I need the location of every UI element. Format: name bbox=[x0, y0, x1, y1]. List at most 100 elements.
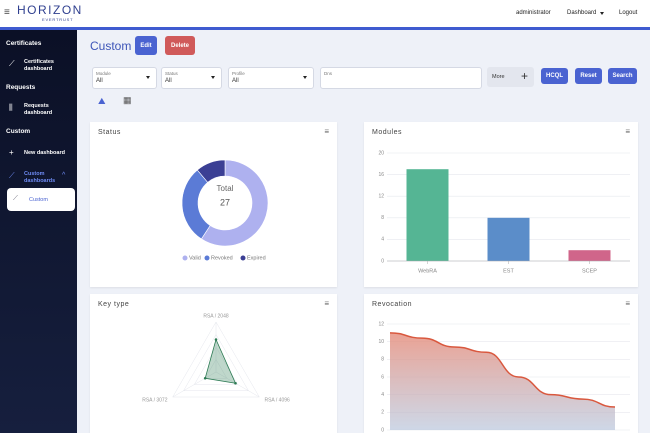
panel-title: Modules bbox=[372, 129, 402, 136]
hcql-button[interactable]: HCQL bbox=[541, 68, 568, 84]
y-tick-label: 8 bbox=[381, 215, 384, 221]
more-label: More bbox=[492, 74, 505, 80]
center-label: Total bbox=[217, 184, 234, 193]
section-title: Requests bbox=[6, 84, 36, 91]
y-tick-label: 12 bbox=[378, 321, 384, 327]
bar bbox=[406, 169, 449, 261]
y-tick-label: 12 bbox=[378, 194, 384, 200]
legend-label: Revoked bbox=[211, 255, 233, 261]
radar-grid bbox=[183, 333, 249, 391]
sidebar bbox=[0, 30, 77, 433]
y-tick-label: 4 bbox=[381, 392, 384, 398]
radar-axis bbox=[215, 371, 260, 398]
filter-label: Dns bbox=[324, 71, 333, 76]
axis-label: RSA / 2048 bbox=[203, 313, 229, 319]
y-tick-label: 6 bbox=[381, 374, 384, 380]
filter-label: Profile bbox=[232, 71, 245, 76]
section-title: Custom bbox=[6, 128, 31, 135]
filter[interactable]: Dns bbox=[320, 67, 482, 89]
logout[interactable]: Logout bbox=[619, 10, 638, 16]
icon: ⟋ bbox=[9, 59, 15, 68]
active-item[interactable] bbox=[7, 188, 75, 211]
icon: ⟋ bbox=[9, 171, 15, 180]
legend-swatch bbox=[240, 255, 246, 261]
panel-title: Key type bbox=[98, 301, 130, 308]
y-tick-label: 16 bbox=[378, 172, 384, 178]
axis-label: RSA / 3072 bbox=[142, 397, 168, 403]
chevron: ^ bbox=[62, 172, 66, 179]
page-title: Custom bbox=[90, 39, 132, 53]
logo: HORIZON bbox=[17, 3, 83, 17]
panel: Status ≡ bbox=[90, 122, 337, 287]
delete-button[interactable]: Delete bbox=[165, 36, 195, 55]
bar bbox=[487, 217, 530, 261]
search-button[interactable]: Search bbox=[608, 68, 637, 84]
x-tick-label: EST bbox=[503, 268, 514, 274]
user[interactable]: administrator bbox=[516, 10, 551, 16]
y-tick-label: 0 bbox=[381, 427, 384, 433]
icon: ⟋ bbox=[13, 195, 18, 202]
axis-label: RSA / 4096 bbox=[264, 397, 290, 403]
donut-slice bbox=[196, 159, 226, 183]
filter-label: Module bbox=[96, 71, 111, 76]
nav-subitem[interactable]: Custom bbox=[29, 197, 48, 203]
panel-menu[interactable]: ≡ bbox=[625, 299, 630, 308]
table-view-icon[interactable]: ▦ bbox=[123, 95, 132, 105]
chart-view-icon[interactable]: ⛰ bbox=[98, 96, 106, 106]
y-tick-label: 2 bbox=[381, 410, 384, 416]
reset-button[interactable]: Reset bbox=[575, 68, 602, 84]
nav-item[interactable]: New dashboard bbox=[24, 150, 65, 156]
y-tick-label: 20 bbox=[378, 150, 384, 156]
x-tick-label: WebRA bbox=[418, 268, 437, 274]
area-line bbox=[389, 332, 616, 408]
radar-point bbox=[203, 376, 207, 380]
panel-title: Revocation bbox=[372, 301, 413, 308]
filter[interactable]: Status All bbox=[161, 67, 222, 89]
filter[interactable]: Module All bbox=[92, 67, 157, 89]
radar-point bbox=[234, 381, 237, 385]
panel-menu[interactable]: ≡ bbox=[324, 299, 329, 308]
radar-grid bbox=[172, 321, 260, 398]
filter-value: All bbox=[232, 78, 239, 84]
filter[interactable]: Profile All bbox=[228, 67, 314, 89]
icon: ⫼ bbox=[9, 103, 13, 112]
y-tick-label: 4 bbox=[381, 237, 384, 243]
area-fill bbox=[390, 332, 615, 430]
panel-menu[interactable]: ≡ bbox=[625, 127, 630, 136]
header-bar bbox=[0, 27, 650, 30]
y-tick-label: 0 bbox=[381, 258, 384, 264]
radar-axis bbox=[172, 371, 217, 398]
edit-button[interactable]: Edit bbox=[135, 36, 157, 55]
nav-item[interactable]: Requests dashboard bbox=[24, 103, 53, 116]
legend-swatch bbox=[204, 255, 210, 261]
logo-sub: EVERTRUST bbox=[42, 17, 74, 22]
y-tick-label: 8 bbox=[381, 357, 384, 363]
legend-swatch bbox=[182, 255, 188, 261]
y-tick-label: 10 bbox=[378, 339, 384, 345]
plus-icon: + bbox=[521, 69, 529, 83]
filter-value: All bbox=[165, 78, 172, 84]
caret bbox=[600, 12, 604, 15]
legend-label: Expired bbox=[247, 255, 266, 261]
dashboard-menu[interactable]: Dashboard bbox=[567, 10, 597, 16]
x-tick-label: SCEP bbox=[582, 268, 597, 274]
more-button[interactable]: More + bbox=[487, 67, 534, 87]
radar-point bbox=[214, 338, 218, 341]
panel-title: Status bbox=[98, 129, 121, 136]
nav-item[interactable]: Certificates dashboard bbox=[24, 59, 54, 72]
radar-grid bbox=[193, 346, 239, 385]
center-value: 27 bbox=[220, 197, 230, 207]
nav-item[interactable]: Custom dashboards bbox=[24, 171, 56, 184]
icon: + bbox=[9, 148, 14, 157]
header: ≡ HORIZON EVERTRUST administrator Dashbo… bbox=[0, 0, 650, 27]
menu-icon[interactable]: ≡ bbox=[4, 7, 10, 18]
section-title: Certificates bbox=[6, 40, 42, 47]
panel-menu[interactable]: ≡ bbox=[324, 127, 329, 136]
radar-grid bbox=[204, 358, 228, 379]
donut-slice bbox=[200, 159, 269, 247]
filter-value: All bbox=[96, 78, 103, 84]
legend-label: Valid bbox=[189, 255, 201, 261]
radar-area bbox=[204, 338, 237, 384]
